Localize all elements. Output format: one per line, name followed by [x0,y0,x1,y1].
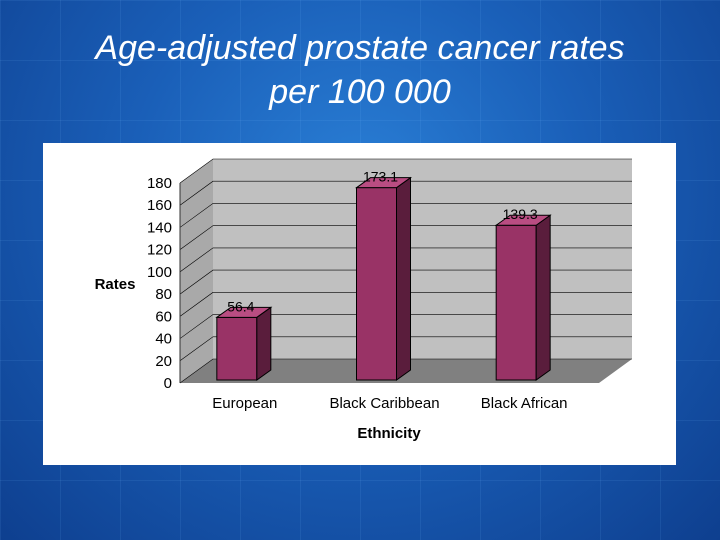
chart-side-wall [180,159,213,383]
bar-side [256,306,272,381]
gridline [179,358,632,384]
y-tick-label: 80 [155,286,172,303]
bar-top [215,306,273,318]
gridline [179,225,632,250]
chart-back-wall [213,159,632,359]
y-tick-label: 0 [164,375,172,392]
bar-front [495,224,537,381]
x-tick-label: Black African [481,395,568,412]
chart-panel: 0 20 40 60 80 100 120 140 160 180 56.4 173.1 139.3 … [43,143,676,465]
data-label: 139.3 [503,206,538,222]
gridline [179,292,632,317]
gridline [179,314,632,339]
bar-top [494,214,552,226]
bar-top [354,177,413,189]
y-tick-label: 40 [155,331,172,348]
gridlines [179,158,632,384]
bar: 139.3 [494,206,552,381]
x-tick-labels: European Black Caribbean Black African [212,395,567,412]
x-axis-label: Ethnicity [357,425,421,442]
y-tick-label: 100 [147,264,172,281]
y-axis-label: Rates [95,276,136,293]
y-tick-label: 60 [155,308,172,325]
gridline [179,203,632,228]
data-label: 173.1 [363,169,398,185]
y-tick-label: 180 [147,175,172,192]
y-tick-label: 160 [147,197,172,214]
data-label: 56.4 [227,298,254,314]
y-tick-labels: 0 20 40 60 80 100 120 140 160 180 [147,175,172,392]
bars: 56.4 173.1 139.3 [215,169,552,381]
bar-front [356,187,397,381]
bar-front [216,316,258,381]
gridline [179,247,632,273]
gridline [179,180,632,206]
slide-title: Age-adjusted prostate cancer rates per 1… [40,26,680,114]
bar-side [535,214,551,381]
gridline [179,269,632,295]
bar: 173.1 [354,169,413,381]
bar-side [396,176,411,381]
slide-title-line2: per 100 000 [269,73,451,111]
x-tick-label: European [212,395,277,412]
slide-title-line1: Age-adjusted prostate cancer rates [95,29,625,67]
y-tick-label: 20 [155,353,172,370]
gridline [179,336,632,362]
y-tick-label: 120 [147,242,172,259]
gridline [179,158,632,184]
x-tick-label: Black Caribbean [329,395,439,412]
y-tick-label: 140 [147,219,172,236]
bar: 56.4 [215,298,273,381]
